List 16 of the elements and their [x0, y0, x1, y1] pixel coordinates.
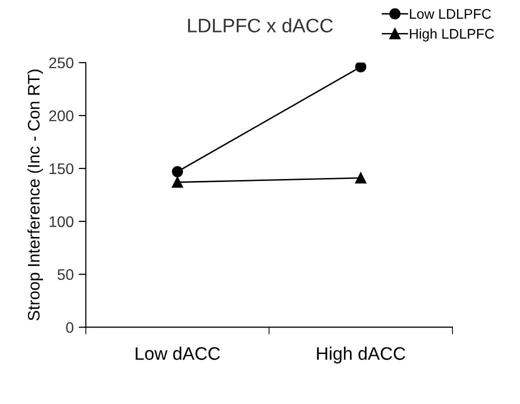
- y-tick-label: 50: [58, 269, 74, 280]
- y-tick-label: 150: [50, 163, 74, 174]
- y-tick-label: 200: [49, 110, 74, 122]
- y-tick-label: 0: [66, 322, 74, 333]
- y-axis-title: Stroop Interference (Inc - Con RT): [27, 70, 43, 320]
- x-tick-label: High dACC: [317, 346, 406, 364]
- x-tick-label: Low dACC: [136, 346, 220, 360]
- y-tick-label: 250: [49, 57, 74, 68]
- point: [355, 62, 366, 72]
- chart-title: LDLPFC x dACC: [188, 18, 333, 32]
- point: [355, 172, 366, 184]
- point: [172, 166, 184, 178]
- y-tick-label: 100: [50, 216, 74, 228]
- legend-label: High LDLPFC: [410, 28, 494, 42]
- legend-label: Low LDLPFC: [410, 9, 491, 19]
- point: [172, 176, 184, 188]
